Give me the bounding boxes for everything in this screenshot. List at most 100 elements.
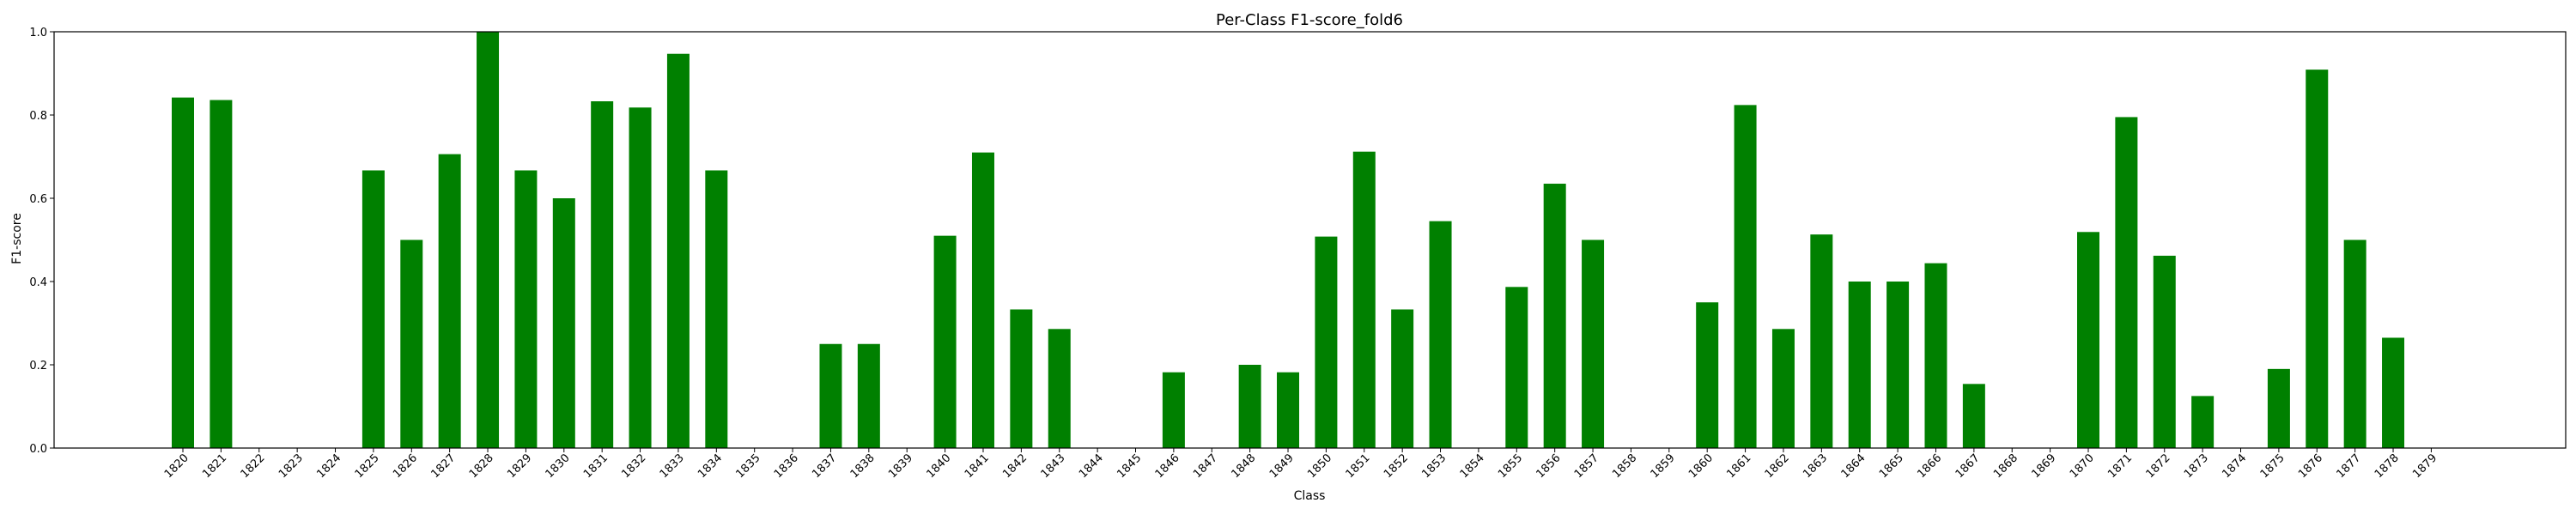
x-tick-label-1867: 1867 (1953, 451, 1983, 481)
x-tick-label-1829: 1829 (505, 451, 534, 481)
bar-1876 (2306, 70, 2329, 448)
x-tick-label-1831: 1831 (581, 451, 611, 481)
x-tick-label-1839: 1839 (886, 451, 915, 481)
x-tick-label-1838: 1838 (848, 451, 878, 481)
x-tick-label-1828: 1828 (467, 451, 496, 481)
x-tick-label-1837: 1837 (810, 451, 839, 481)
x-tick-label-1847: 1847 (1191, 451, 1220, 481)
bar-1872 (2153, 255, 2176, 448)
bar-1852 (1391, 309, 1414, 448)
bar-1826 (400, 239, 423, 448)
bar-1841 (971, 152, 994, 448)
bar-1857 (1582, 239, 1605, 448)
bar-1873 (2191, 396, 2215, 449)
bar-1838 (857, 343, 880, 448)
bar-1849 (1277, 372, 1300, 448)
x-tick-label-1845: 1845 (1115, 451, 1144, 481)
bar-1853 (1429, 221, 1452, 448)
x-tick-label-1863: 1863 (1801, 451, 1830, 481)
x-tick-label-1822: 1822 (239, 451, 268, 481)
x-tick-label-1873: 1873 (2182, 451, 2211, 481)
bar-1820 (172, 97, 194, 448)
x-tick-label-1879: 1879 (2410, 451, 2439, 481)
y-axis-label: F1-score (10, 213, 24, 264)
bar-1829 (514, 170, 538, 448)
x-tick-label-1877: 1877 (2334, 451, 2363, 481)
x-tick-label-1870: 1870 (2068, 451, 2097, 481)
bar-1843 (1048, 329, 1071, 448)
bar-1875 (2267, 368, 2290, 448)
x-tick-label-1842: 1842 (1000, 451, 1030, 481)
x-tick-label-1830: 1830 (544, 451, 573, 481)
bar-1863 (1810, 234, 1833, 448)
bar-1821 (210, 100, 233, 448)
x-axis-label: Class (1294, 489, 1326, 503)
x-tick-label-1878: 1878 (2372, 451, 2402, 481)
bar-1861 (1734, 105, 1757, 449)
x-tick-label-1841: 1841 (963, 451, 992, 481)
x-tick-label-1850: 1850 (1305, 451, 1334, 481)
x-tick-label-1826: 1826 (391, 451, 420, 481)
bar-1860 (1696, 302, 1719, 448)
bar-1871 (2115, 117, 2138, 449)
x-tick-label-1846: 1846 (1153, 451, 1182, 481)
x-tick-label-1864: 1864 (1839, 451, 1868, 481)
x-tick-label-1820: 1820 (162, 451, 191, 481)
x-axis: 1820 1821 1822 1823 1824 1825 1826 1827 1828 1829… (162, 448, 2439, 481)
x-tick-label-1824: 1824 (314, 451, 343, 481)
x-tick-label-1823: 1823 (276, 451, 306, 481)
bar-1867 (1962, 384, 1985, 448)
bar-1834 (705, 170, 728, 448)
x-tick-label-1855: 1855 (1496, 451, 1525, 481)
x-tick-label-1827: 1827 (428, 451, 458, 481)
bar-1833 (666, 53, 690, 449)
x-tick-label-1825: 1825 (353, 451, 382, 481)
bar-1831 (591, 101, 614, 448)
x-tick-label-1874: 1874 (2220, 451, 2249, 481)
x-tick-label-1840: 1840 (924, 451, 953, 481)
x-tick-label-1833: 1833 (658, 451, 687, 481)
bar-1850 (1315, 236, 1338, 448)
x-tick-label-1848: 1848 (1229, 451, 1258, 481)
bar-1862 (1771, 329, 1795, 448)
x-tick-label-1854: 1854 (1458, 451, 1487, 481)
x-tick-label-1843: 1843 (1039, 451, 1068, 481)
bar-1864 (1848, 282, 1871, 448)
bar-1828 (477, 32, 500, 448)
y-axis: 0.0 0.2 0.4 0.6 0.8 1.0 (29, 27, 54, 456)
bar-1840 (933, 235, 957, 448)
x-tick-label-1872: 1872 (2144, 451, 2173, 481)
x-tick-label-1836: 1836 (772, 451, 801, 481)
x-tick-label-1876: 1876 (2296, 451, 2325, 481)
x-tick-label-1869: 1869 (2029, 451, 2058, 481)
y-tick-label: 0.0 (29, 443, 47, 456)
bar-1832 (629, 107, 652, 449)
chart-title: Per-Class F1-score_fold6 (1216, 11, 1403, 29)
bars-group (172, 32, 2405, 449)
y-tick-label: 0.2 (29, 360, 47, 373)
x-tick-label-1853: 1853 (1419, 451, 1449, 481)
x-tick-label-1857: 1857 (1572, 451, 1601, 481)
x-tick-label-1852: 1852 (1382, 451, 1411, 481)
x-tick-label-1868: 1868 (1991, 451, 2020, 481)
plot-frame (53, 31, 2567, 449)
x-tick-label-1861: 1861 (1724, 451, 1753, 481)
x-tick-label-1858: 1858 (1610, 451, 1639, 481)
bar-1830 (552, 198, 575, 448)
bar-1825 (361, 170, 385, 448)
x-tick-label-1844: 1844 (1077, 451, 1106, 481)
y-tick-label: 0.6 (29, 193, 47, 206)
bar-1827 (438, 154, 461, 448)
x-tick-label-1860: 1860 (1686, 451, 1716, 481)
x-tick-label-1859: 1859 (1649, 451, 1678, 481)
bar-1837 (819, 343, 842, 448)
x-tick-label-1865: 1865 (1877, 451, 1906, 481)
x-tick-label-1835: 1835 (734, 451, 763, 481)
bar-1878 (2382, 337, 2405, 448)
bar-1846 (1162, 372, 1185, 448)
bar-1866 (1924, 263, 1947, 448)
y-tick-label: 0.4 (29, 276, 47, 289)
x-tick-label-1849: 1849 (1267, 451, 1297, 481)
bar-1851 (1352, 151, 1376, 448)
